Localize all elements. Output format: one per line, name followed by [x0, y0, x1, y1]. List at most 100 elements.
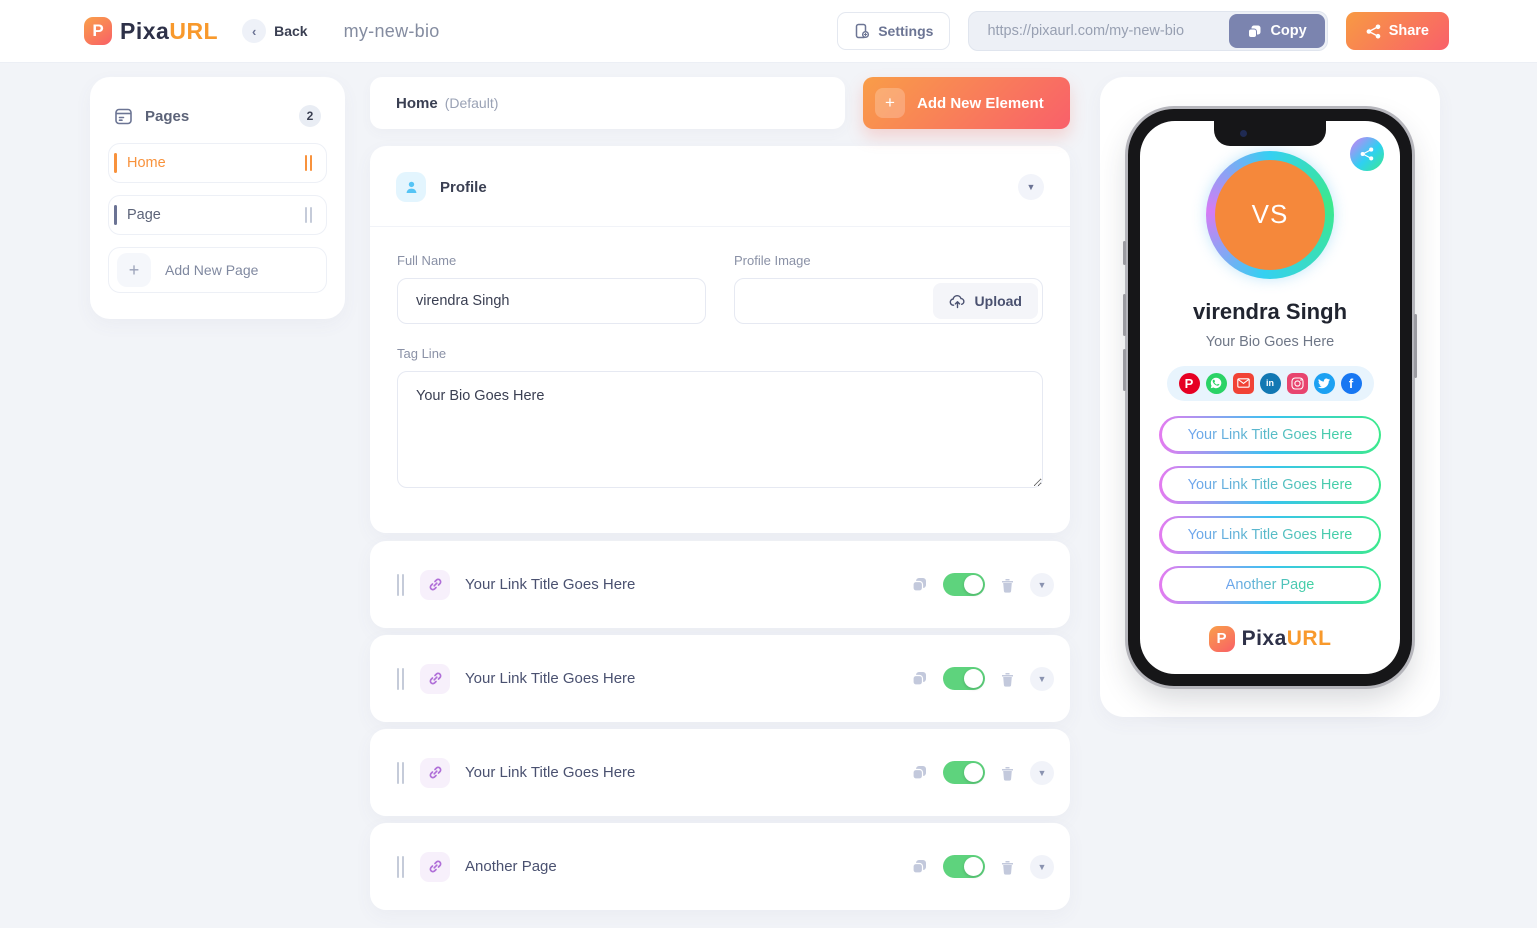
- enable-toggle[interactable]: [943, 855, 985, 878]
- copy-button[interactable]: Copy: [1229, 14, 1325, 48]
- preview-links: Your Link Title Goes Here Your Link Titl…: [1159, 415, 1381, 604]
- expand-row-button[interactable]: ▼: [1030, 572, 1054, 597]
- share-icon: [1360, 147, 1374, 161]
- link-element-title: Your Link Title Goes Here: [465, 764, 636, 781]
- expand-row-button[interactable]: ▼: [1030, 760, 1054, 785]
- preview-share-button[interactable]: [1350, 136, 1384, 171]
- delete-button[interactable]: [1000, 577, 1015, 593]
- pages-icon: [114, 107, 133, 126]
- page-title: my-new-bio: [343, 20, 440, 41]
- duplicate-button[interactable]: [911, 576, 928, 593]
- email-icon[interactable]: [1232, 372, 1254, 394]
- enable-toggle[interactable]: [943, 761, 985, 784]
- enable-toggle[interactable]: [943, 573, 985, 596]
- header-actions: Settings Copy Share: [837, 11, 1449, 51]
- volume-down-button: [1123, 348, 1126, 391]
- share-label: Share: [1388, 23, 1429, 39]
- power-button: [1414, 313, 1417, 378]
- phone-preview-card: VS virendra Singh Your Bio Goes Here P i…: [1100, 77, 1440, 717]
- page-element-row: Another Page ▼: [370, 823, 1070, 910]
- delete-button[interactable]: [1000, 671, 1015, 687]
- preview-bio: Your Bio Goes Here: [1205, 333, 1335, 350]
- duplicate-button[interactable]: [911, 764, 928, 781]
- toggle-knob: [964, 857, 983, 876]
- brand-primary: Pixa: [1241, 626, 1287, 650]
- drag-handle-icon[interactable]: [397, 761, 404, 784]
- preview-brand-logo: P PixaURL: [1208, 625, 1332, 652]
- preview-link-button[interactable]: Your Link Title Goes Here: [1159, 465, 1381, 504]
- brand-logo-icon: P: [84, 17, 112, 45]
- full-name-field[interactable]: [397, 278, 706, 324]
- add-new-element-label: Add New Element: [917, 94, 1044, 112]
- drag-handle-icon[interactable]: [397, 667, 404, 690]
- preview-name: virendra Singh: [1192, 298, 1348, 324]
- page-content: Pages 2 Home Page + Add New Page Home (D…: [0, 62, 1537, 910]
- collapse-profile-button[interactable]: ▼: [1018, 174, 1044, 200]
- duplicate-button[interactable]: [911, 670, 928, 687]
- current-page-card: Home (Default): [370, 77, 845, 129]
- brand-secondary: URL: [169, 17, 219, 44]
- copy-label: Copy: [1270, 23, 1307, 39]
- current-page-name: Home: [396, 94, 438, 112]
- add-new-element-button[interactable]: + Add New Element: [863, 77, 1070, 129]
- brand-logo: P PixaURL: [84, 17, 218, 45]
- pages-sidebar: Pages 2 Home Page + Add New Page: [90, 77, 345, 319]
- drag-handle-icon[interactable]: [397, 573, 404, 596]
- profile-element-card: Profile ▼ Full Name Profile Image: [370, 146, 1070, 533]
- preview-link-label: Your Link Title Goes Here: [1187, 476, 1353, 493]
- phone-notch: [1214, 120, 1326, 146]
- share-button[interactable]: Share: [1345, 12, 1449, 50]
- drag-handle-icon[interactable]: [305, 155, 312, 171]
- phone-screen: VS virendra Singh Your Bio Goes Here P i…: [1140, 120, 1400, 674]
- duplicate-button[interactable]: [911, 858, 928, 875]
- avatar: VS: [1215, 159, 1325, 270]
- upload-button[interactable]: Upload: [932, 283, 1038, 319]
- whatsapp-icon[interactable]: [1205, 372, 1227, 394]
- brand-logo-icon: P: [1208, 625, 1235, 652]
- link-icon: [420, 663, 450, 694]
- preview-page-button[interactable]: Another Page: [1159, 565, 1381, 604]
- volume-up-button: [1123, 293, 1126, 336]
- chevron-down-icon: ▼: [1037, 767, 1047, 778]
- instagram-icon[interactable]: [1286, 372, 1308, 394]
- twitter-icon[interactable]: [1313, 372, 1335, 394]
- link-icon: [420, 569, 450, 600]
- link-element-row: Your Link Title Goes Here ▼: [370, 729, 1070, 816]
- drag-handle-icon[interactable]: [397, 855, 404, 878]
- expand-row-button[interactable]: ▼: [1030, 666, 1054, 691]
- link-element-row: Your Link Title Goes Here ▼: [370, 541, 1070, 628]
- page-indicator: [114, 205, 117, 225]
- phone-frame: VS virendra Singh Your Bio Goes Here P i…: [1123, 108, 1417, 686]
- preview-link-button[interactable]: Your Link Title Goes Here: [1159, 415, 1381, 454]
- toggle-knob: [964, 575, 983, 594]
- facebook-icon[interactable]: f: [1340, 372, 1362, 394]
- link-icon: [420, 757, 450, 788]
- delete-button[interactable]: [1000, 859, 1015, 875]
- person-icon: [396, 172, 426, 202]
- back-button[interactable]: ‹ Back: [242, 19, 308, 43]
- divider: [370, 226, 1070, 227]
- profile-image-label: Profile Image: [734, 253, 811, 268]
- linkedin-icon[interactable]: in: [1259, 372, 1281, 394]
- settings-icon: [854, 23, 870, 39]
- enable-toggle[interactable]: [943, 667, 985, 690]
- sidebar-item-home[interactable]: Home: [108, 143, 327, 183]
- active-indicator: [114, 153, 117, 173]
- upload-label: Upload: [974, 293, 1022, 309]
- app-header: P PixaURL ‹ Back my-new-bio Settings Cop…: [0, 0, 1537, 62]
- pages-header: Pages 2: [108, 99, 327, 143]
- pinterest-icon[interactable]: P: [1178, 372, 1200, 394]
- tag-line-field[interactable]: Your Bio Goes Here: [397, 371, 1043, 488]
- delete-button[interactable]: [1000, 765, 1015, 781]
- share-url-input[interactable]: [969, 12, 1228, 50]
- preview-link-button[interactable]: Your Link Title Goes Here: [1159, 515, 1381, 554]
- back-label: Back: [274, 23, 308, 39]
- settings-button[interactable]: Settings: [837, 12, 951, 50]
- add-new-page-button[interactable]: + Add New Page: [108, 247, 327, 293]
- drag-handle-icon[interactable]: [305, 207, 312, 223]
- expand-row-button[interactable]: ▼: [1030, 854, 1054, 879]
- preview-link-label: Your Link Title Goes Here: [1187, 426, 1353, 443]
- sidebar-item-page[interactable]: Page: [108, 195, 327, 235]
- page-element-title: Another Page: [465, 858, 557, 875]
- link-element-title: Your Link Title Goes Here: [465, 576, 636, 593]
